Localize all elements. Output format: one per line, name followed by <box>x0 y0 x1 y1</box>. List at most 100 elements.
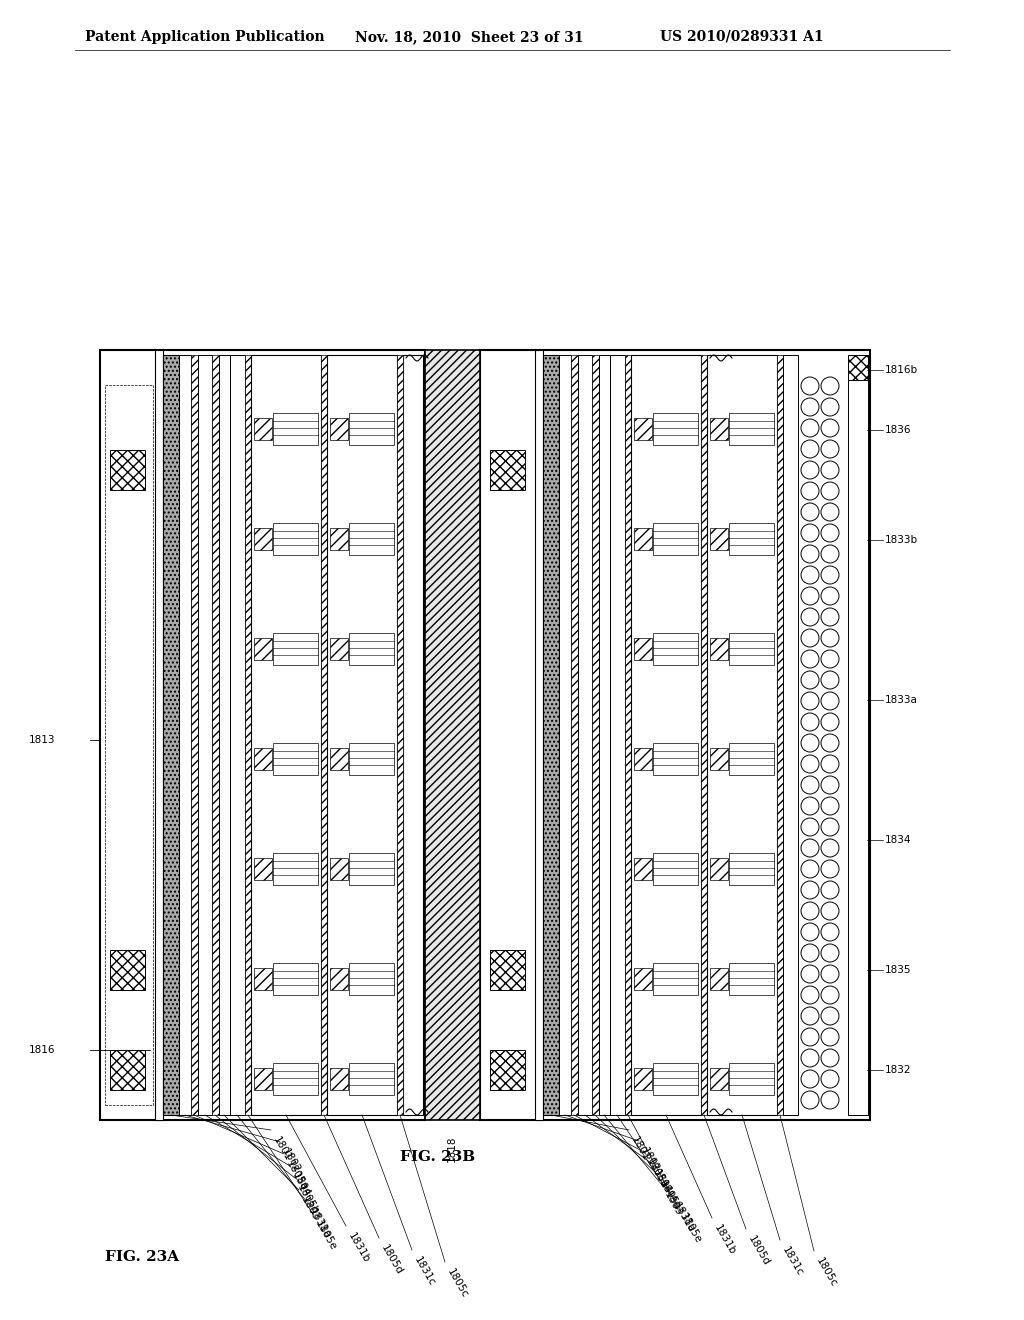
Circle shape <box>801 861 819 878</box>
Bar <box>710 418 728 440</box>
Bar <box>729 413 774 445</box>
Circle shape <box>821 609 839 626</box>
Text: 1805e: 1805e <box>313 1218 338 1253</box>
Circle shape <box>801 880 819 899</box>
Bar <box>653 634 698 665</box>
Text: 1804: 1804 <box>290 1171 312 1199</box>
Bar <box>349 1063 394 1096</box>
Bar <box>349 634 394 665</box>
Circle shape <box>821 923 839 941</box>
Bar <box>710 638 728 660</box>
Bar <box>254 638 272 660</box>
Text: FIG. 23A: FIG. 23A <box>105 1250 179 1265</box>
Bar <box>729 964 774 995</box>
Bar <box>110 450 145 490</box>
Circle shape <box>821 503 839 521</box>
Bar <box>729 853 774 884</box>
Bar <box>480 350 870 1119</box>
Bar <box>634 418 652 440</box>
Bar <box>349 964 394 995</box>
Circle shape <box>801 1092 819 1109</box>
Circle shape <box>801 797 819 814</box>
Bar <box>349 743 394 775</box>
Text: 1831b: 1831b <box>712 1224 737 1257</box>
Text: 1803: 1803 <box>662 1191 684 1218</box>
Bar <box>254 858 272 880</box>
Bar <box>710 1068 728 1090</box>
Bar <box>631 355 701 1115</box>
Bar <box>490 1049 525 1090</box>
Text: 1813: 1813 <box>29 735 55 744</box>
Circle shape <box>801 840 819 857</box>
Circle shape <box>821 880 839 899</box>
Circle shape <box>821 776 839 795</box>
Circle shape <box>801 630 819 647</box>
Circle shape <box>801 524 819 543</box>
Bar <box>254 1068 272 1090</box>
Circle shape <box>801 566 819 583</box>
Bar <box>179 355 191 1115</box>
Text: 1801: 1801 <box>271 1135 293 1163</box>
Text: 1802: 1802 <box>639 1146 660 1173</box>
Circle shape <box>801 378 819 395</box>
Circle shape <box>821 482 839 500</box>
Circle shape <box>801 755 819 774</box>
Circle shape <box>821 418 839 437</box>
Text: 1834: 1834 <box>885 836 911 845</box>
Circle shape <box>801 482 819 500</box>
Bar <box>559 355 571 1115</box>
Circle shape <box>801 587 819 605</box>
Text: 1805d: 1805d <box>379 1243 404 1276</box>
Circle shape <box>821 649 839 668</box>
Bar <box>425 350 480 1119</box>
Text: 1804: 1804 <box>651 1168 673 1196</box>
Circle shape <box>801 818 819 836</box>
Circle shape <box>801 440 819 458</box>
Bar <box>634 638 652 660</box>
Bar <box>777 355 783 1115</box>
Circle shape <box>821 902 839 920</box>
Circle shape <box>821 671 839 689</box>
Circle shape <box>821 545 839 564</box>
Text: 1816: 1816 <box>29 1045 55 1055</box>
Bar <box>729 634 774 665</box>
Text: 1805c: 1805c <box>814 1257 839 1288</box>
Bar <box>490 450 525 490</box>
Bar <box>191 355 198 1115</box>
Text: 1805a: 1805a <box>284 1159 309 1192</box>
Circle shape <box>801 902 819 920</box>
Text: 1832: 1832 <box>885 1065 911 1074</box>
Circle shape <box>821 587 839 605</box>
Circle shape <box>821 1092 839 1109</box>
Bar <box>155 350 163 1119</box>
Bar <box>610 355 625 1115</box>
Circle shape <box>801 461 819 479</box>
Text: 1805e: 1805e <box>678 1212 703 1245</box>
Bar <box>653 964 698 995</box>
Bar <box>634 968 652 990</box>
Bar <box>729 523 774 554</box>
Circle shape <box>821 840 839 857</box>
Text: 1831a: 1831a <box>307 1206 332 1241</box>
Bar <box>707 355 777 1115</box>
Circle shape <box>821 630 839 647</box>
Circle shape <box>801 734 819 752</box>
Circle shape <box>801 965 819 983</box>
Text: 1816b: 1816b <box>885 366 919 375</box>
Text: 1805c: 1805c <box>445 1267 470 1300</box>
Bar <box>729 1063 774 1096</box>
Text: 1805d: 1805d <box>746 1234 771 1267</box>
Circle shape <box>821 378 839 395</box>
Text: 1805b: 1805b <box>657 1179 682 1213</box>
Circle shape <box>821 1028 839 1045</box>
Circle shape <box>821 1007 839 1026</box>
Circle shape <box>821 713 839 731</box>
Bar <box>653 1063 698 1096</box>
Bar <box>571 355 578 1115</box>
Bar <box>321 355 327 1115</box>
Bar <box>653 743 698 775</box>
Text: Nov. 18, 2010  Sheet 23 of 31: Nov. 18, 2010 Sheet 23 of 31 <box>355 30 584 44</box>
Bar <box>729 743 774 775</box>
Bar <box>403 355 423 1115</box>
Bar <box>251 355 321 1115</box>
